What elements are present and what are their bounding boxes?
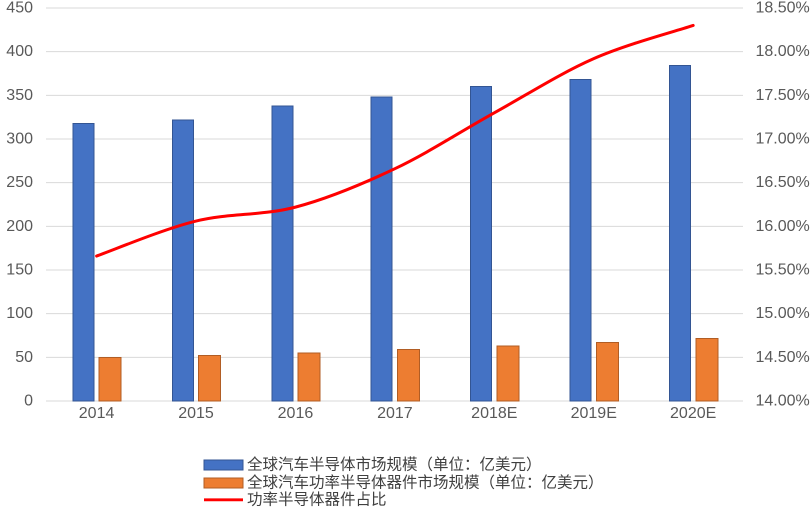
svg-text:17.00%: 17.00%	[756, 131, 810, 148]
svg-text:18.50%: 18.50%	[756, 0, 810, 17]
svg-text:0: 0	[24, 393, 33, 410]
svg-text:18.00%: 18.00%	[756, 43, 810, 60]
svg-text:300: 300	[6, 131, 33, 148]
svg-text:14.00%: 14.00%	[756, 393, 810, 410]
svg-text:450: 450	[6, 0, 33, 17]
svg-text:200: 200	[6, 218, 33, 235]
svg-text:2015: 2015	[178, 405, 214, 422]
svg-text:50: 50	[15, 349, 33, 366]
svg-text:2020E: 2020E	[670, 405, 716, 422]
svg-text:15.50%: 15.50%	[756, 262, 810, 279]
svg-text:2019E: 2019E	[571, 405, 617, 422]
svg-text:14.50%: 14.50%	[756, 349, 810, 366]
svg-text:2016: 2016	[278, 405, 314, 422]
svg-text:全球汽车功率半导体器件市场规模（单位：亿美元）: 全球汽车功率半导体器件市场规模（单位：亿美元）	[247, 474, 604, 492]
svg-text:350: 350	[6, 87, 33, 104]
svg-text:150: 150	[6, 262, 33, 279]
svg-text:2017: 2017	[377, 405, 413, 422]
svg-text:2014: 2014	[79, 405, 115, 422]
svg-text:功率半导体器件占比: 功率半导体器件占比	[247, 490, 387, 508]
svg-text:2018E: 2018E	[471, 405, 517, 422]
svg-text:16.00%: 16.00%	[756, 218, 810, 235]
svg-text:全球汽车半导体市场规模（单位：亿美元）: 全球汽车半导体市场规模（单位：亿美元）	[247, 456, 542, 474]
svg-text:16.50%: 16.50%	[756, 174, 810, 191]
svg-text:15.00%: 15.00%	[756, 305, 810, 322]
svg-text:400: 400	[6, 43, 33, 60]
svg-text:100: 100	[6, 305, 33, 322]
svg-text:17.50%: 17.50%	[756, 87, 810, 104]
svg-text:250: 250	[6, 174, 33, 191]
